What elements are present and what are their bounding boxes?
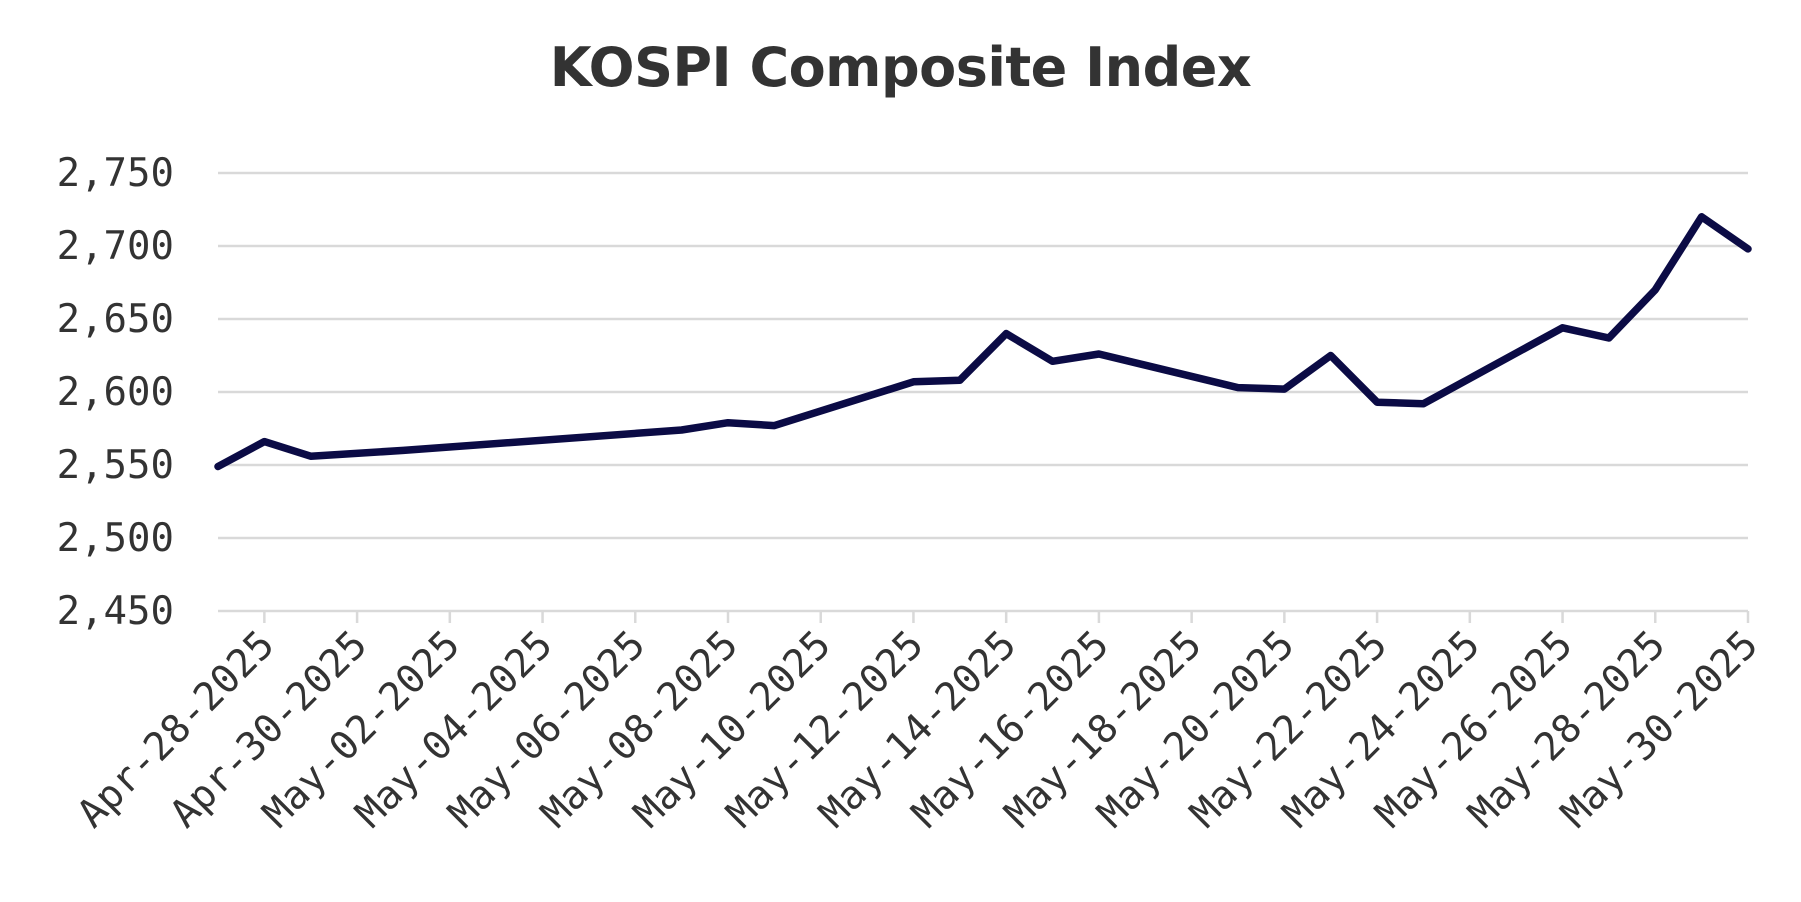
data-point xyxy=(679,427,685,433)
data-point xyxy=(1420,401,1426,407)
data-point xyxy=(1281,386,1287,392)
y-axis-tick-labels: 2,450 2,500 2,550 2,600 2,650 2,700 2,750 xyxy=(57,151,174,634)
y-tick-label: 2,600 xyxy=(57,370,174,415)
data-point xyxy=(1374,399,1380,405)
y-tick-label: 2,700 xyxy=(57,224,174,269)
data-point xyxy=(771,423,777,429)
data-point xyxy=(957,377,963,383)
data-point xyxy=(215,463,221,469)
y-tick-label: 2,550 xyxy=(57,443,174,488)
series-line xyxy=(214,213,1752,471)
data-point xyxy=(1003,331,1009,337)
data-point xyxy=(1606,335,1612,341)
y-tick-label: 2,500 xyxy=(57,516,174,561)
y-tick-label: 2,750 xyxy=(57,151,174,196)
data-point xyxy=(1328,353,1334,359)
data-point xyxy=(1652,287,1658,293)
data-point xyxy=(1050,358,1056,364)
chart-title: KOSPI Composite Index xyxy=(549,36,1252,99)
data-point xyxy=(1235,385,1241,391)
y-tick-label: 2,650 xyxy=(57,297,174,342)
data-point xyxy=(725,420,731,426)
data-point xyxy=(910,379,916,385)
x-axis: Apr-28-2025Apr-30-2025May-02-2025May-04-… xyxy=(69,611,1767,837)
data-point xyxy=(308,453,314,459)
y-tick-label: 2,450 xyxy=(57,589,174,634)
data-point xyxy=(261,439,267,445)
data-point xyxy=(1699,214,1705,220)
data-point xyxy=(1560,325,1566,331)
gridlines xyxy=(218,171,1748,613)
data-point xyxy=(1096,351,1102,357)
series-layer xyxy=(214,213,1752,471)
data-point xyxy=(400,447,406,453)
data-point xyxy=(1745,246,1751,252)
